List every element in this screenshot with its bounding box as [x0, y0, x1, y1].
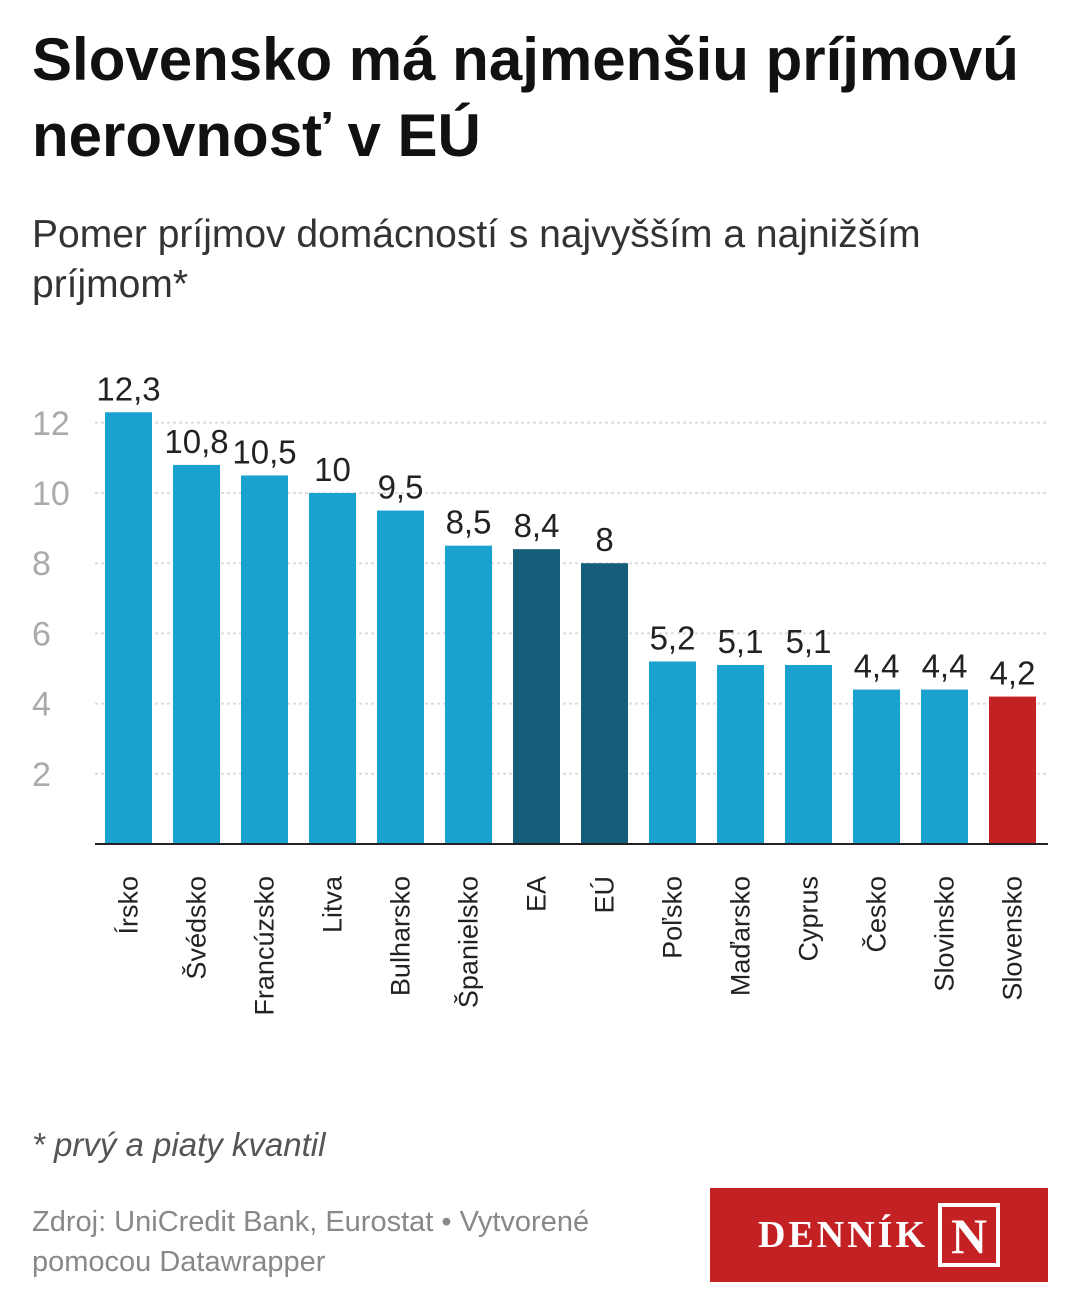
- value-labels: 12,310,8 10,5 10 9,5 8,5 8,4 8 5,2 5,1 5,1 4,4 4,4 4…: [96, 370, 1035, 691]
- bar-poľsko: [649, 661, 696, 844]
- value-label: 4,2: [990, 655, 1036, 692]
- chart-title: Slovensko má najmenšiu príjmovú nerovnos…: [32, 26, 1019, 169]
- category-label: Slovensko: [998, 876, 1028, 1001]
- value-label: 8: [595, 521, 613, 558]
- bar-ea: [513, 549, 560, 844]
- value-label: 4,4: [854, 648, 900, 685]
- gridlines: [95, 421, 1048, 775]
- value-label: 5,2: [650, 619, 696, 656]
- y-tick-label: 8: [32, 545, 51, 583]
- value-label: 8,5: [446, 504, 492, 541]
- category-label: EÚ: [589, 876, 620, 914]
- bar-slovinsko: [921, 689, 968, 844]
- category-label: Poľsko: [658, 876, 688, 959]
- value-label: 5,1: [718, 623, 764, 660]
- y-tick-label: 4: [32, 686, 51, 724]
- category-labels: Írsko Švédsko Francúzsko Litva Bulharsko Špan…: [114, 875, 1028, 1016]
- footnote: * prvý a piaty kvantil: [32, 1126, 326, 1163]
- source-credit: Zdroj: UniCredit Bank, Eurostat • Vytvor…: [32, 1206, 590, 1278]
- bar-cyprus: [785, 664, 832, 844]
- category-label: Bulharsko: [386, 876, 416, 996]
- category-label: Švédsko: [181, 876, 212, 980]
- dennik-n-logo[interactable]: DENNÍK N: [710, 1188, 1048, 1282]
- logo-wordmark: DENNÍK: [757, 1214, 929, 1256]
- value-label: 8,4: [514, 507, 560, 544]
- category-label: Česko: [861, 876, 892, 953]
- category-label: Írsko: [114, 876, 144, 935]
- category-label: Španielsko: [453, 876, 484, 1008]
- category-label: Cyprus: [794, 876, 824, 962]
- bar-maďarsko: [717, 664, 764, 844]
- value-label: 12,3: [96, 370, 160, 407]
- bars: [105, 412, 1036, 844]
- y-tick-label: 12: [32, 405, 70, 443]
- y-tick-label: 6: [32, 615, 51, 653]
- bar-bulharsko: [377, 510, 424, 844]
- category-label: EA: [522, 876, 552, 912]
- bar-česko: [853, 689, 900, 844]
- category-label: Slovinsko: [930, 876, 960, 992]
- category-label: Francúzsko: [250, 876, 280, 1016]
- logo-n-icon: N: [938, 1203, 1001, 1267]
- value-label: 4,4: [922, 648, 968, 685]
- value-label: 9,5: [378, 469, 424, 506]
- bar-chart: 2 4 6 8 10 12 12,310,8 10,5 10 9,5 8,5 8,4 8 5,2 5,1 5…: [32, 370, 1048, 1016]
- value-label: 5,1: [786, 623, 832, 660]
- bar-švédsko: [173, 464, 220, 844]
- bar-litva: [309, 493, 356, 844]
- value-label: 10,8: [164, 423, 228, 460]
- chart-subtitle: Pomer príjmov domácností s najvyšším a n…: [32, 213, 921, 306]
- bar-francúzsko: [241, 475, 288, 844]
- y-tick-label: 10: [32, 475, 70, 513]
- y-tick-label: 2: [32, 756, 51, 794]
- value-label: 10: [314, 451, 351, 488]
- category-label: Litva: [318, 875, 348, 933]
- bar-eú: [581, 563, 628, 844]
- bar-írsko: [105, 412, 152, 844]
- category-label: Maďarsko: [726, 876, 756, 996]
- logo-mark-letter: N: [951, 1208, 987, 1264]
- bar-slovensko: [989, 696, 1036, 844]
- y-axis-ticks: 2 4 6 8 10 12: [32, 405, 70, 794]
- value-label: 10,5: [232, 433, 296, 470]
- bar-španielsko: [445, 545, 492, 844]
